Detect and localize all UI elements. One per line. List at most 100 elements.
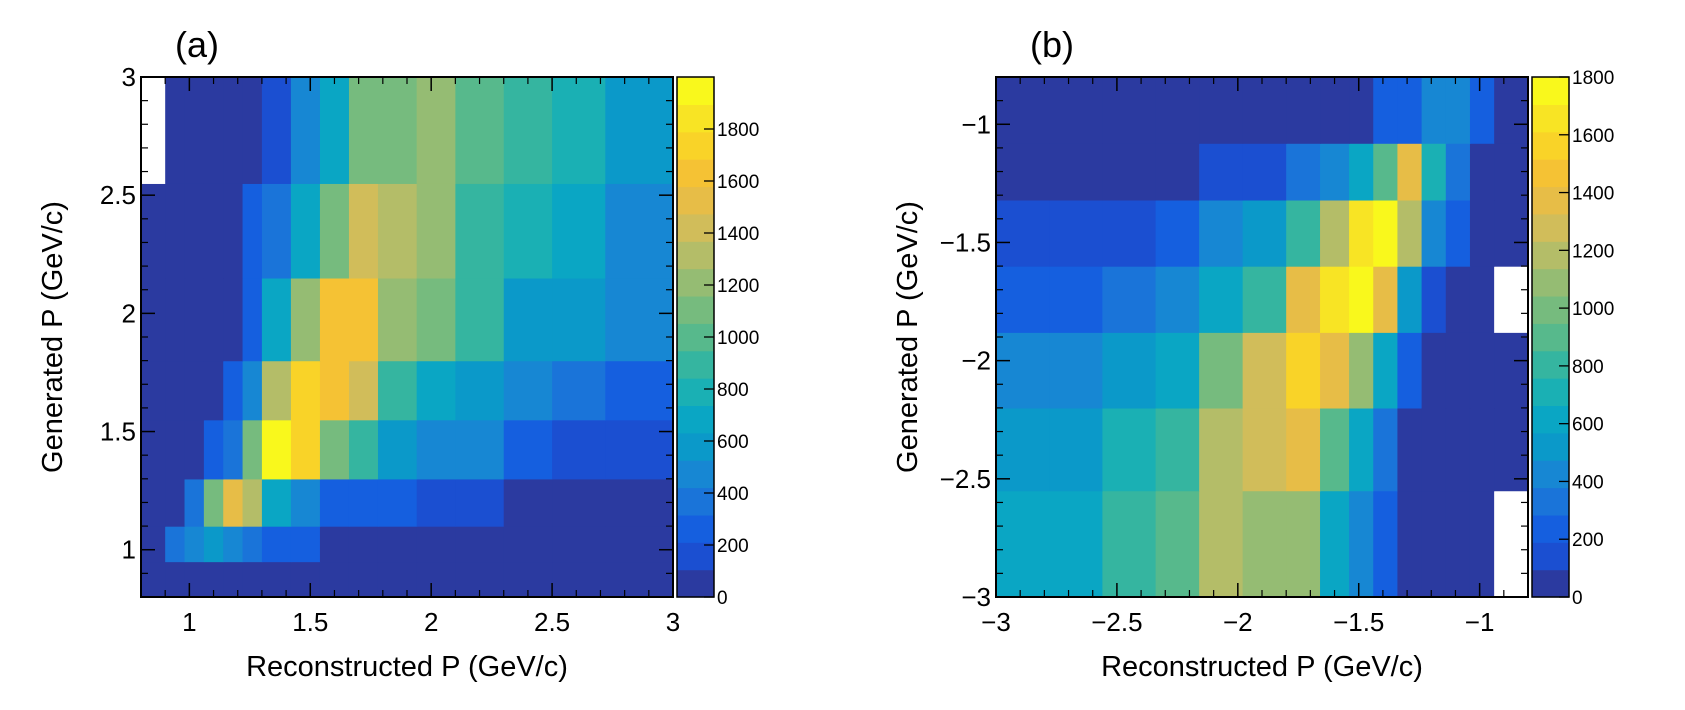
- panel-b-colorbar-ticks: 0 200 400 600 800 1000 1200 1400 1600 1800: [1559, 68, 1614, 609]
- panel-b-cell: [1397, 199, 1423, 267]
- panel-a-cell: [184, 183, 205, 279]
- panel-a-cell: [503, 183, 553, 279]
- panel-a-cell: [605, 561, 674, 598]
- panel-a-cell: [348, 277, 379, 362]
- panel-b-cell: [1049, 77, 1103, 144]
- panel-b-cell: [1494, 266, 1529, 333]
- panel-b-cell: [1373, 332, 1399, 409]
- panel-b-cell: [1049, 332, 1103, 409]
- panel-b-cell: [1155, 490, 1200, 598]
- panel-a-cell: [377, 183, 418, 279]
- panel-a-cell: [141, 419, 166, 480]
- panel-a-cell: [290, 277, 321, 362]
- panel-a-cell: [242, 277, 263, 362]
- panel-a-cell: [455, 183, 505, 279]
- panel-a-cell: [223, 526, 244, 563]
- panel-a-cell: [552, 360, 606, 421]
- panel-a-colorbar-band: [677, 378, 714, 407]
- panel-a-cell: [261, 360, 292, 421]
- panel-b-cell: [1049, 266, 1103, 333]
- panel-b-cell: [1397, 143, 1423, 201]
- panel-a-cell: [377, 478, 418, 527]
- panel-b-colorbar-band: [1532, 131, 1569, 160]
- panel-a-cell: [319, 183, 350, 279]
- panel-a-cell: [319, 478, 350, 527]
- panel-b-cell: [1155, 266, 1200, 333]
- panel-a-cell: [319, 419, 350, 480]
- panel-a-cell: [261, 277, 292, 362]
- panel-b-cell: [1199, 266, 1244, 333]
- panel-a-cell: [605, 526, 674, 563]
- panel-a-cell: [416, 561, 456, 598]
- panel-a-cell: [348, 77, 379, 184]
- panel-b-cell: [1373, 77, 1399, 144]
- panel-b-cell: [1102, 407, 1157, 492]
- panel-b-cell: [1155, 407, 1200, 492]
- panel-a-y-tick-label: 2.5: [100, 180, 136, 210]
- panel-a-cell: [290, 478, 321, 527]
- panel-b-colorbar-band: [1532, 323, 1569, 352]
- panel-a-cell: [203, 419, 224, 480]
- panel-a-colorbar-label: 1800: [717, 120, 759, 141]
- panel-b-cell: [1102, 199, 1157, 267]
- panel-b-cell: [1421, 77, 1447, 144]
- panel-b-colorbar: [1532, 77, 1569, 598]
- panel-b-colorbar-band: [1532, 104, 1569, 133]
- panel-b-cell: [1494, 199, 1529, 267]
- panel-b-cell: [1102, 77, 1157, 144]
- panel-a-ticks: [140, 76, 674, 598]
- panel-a-cell: [223, 183, 244, 279]
- panel-a-cell: [203, 478, 224, 527]
- panel-b-y-tick-label: −2.5: [940, 464, 991, 494]
- panel-a-cell: [552, 277, 606, 362]
- panel-a-cell: [552, 478, 606, 527]
- panel-b-cell: [996, 266, 1050, 333]
- panel-a-x-tick-label: 1: [182, 607, 196, 637]
- panel-b-cell: [1155, 77, 1200, 144]
- panel-a-cell: [141, 526, 166, 563]
- panel-a-cell: [416, 183, 456, 279]
- panel-b-y-tick-label: −2: [961, 346, 991, 376]
- panel-b-cell: [1397, 77, 1423, 144]
- panel-a-cell: [242, 561, 263, 598]
- panel-a-cell: [290, 561, 321, 598]
- panel-b-x-axis-title: Reconstructed P (GeV/c): [1101, 651, 1423, 683]
- panel-b-cell: [1049, 199, 1103, 267]
- panel-a-cell: [141, 77, 166, 184]
- panel-b-cell: [1494, 407, 1529, 492]
- panel-b-cell: [1242, 407, 1287, 492]
- panel-b-colorbar-label: 800: [1572, 357, 1604, 378]
- panel-a-cell: [242, 360, 263, 421]
- panel-a-cell: [348, 419, 379, 480]
- panel-a-cell: [455, 360, 505, 421]
- panel-a-cell: [455, 77, 505, 184]
- panel-a-colorbar-band: [677, 131, 714, 160]
- panel-b-colorbar-band: [1532, 432, 1569, 461]
- panel-a-colorbar-band: [677, 159, 714, 188]
- panel-a-y-axis-title: Generated P (GeV/c): [37, 201, 69, 473]
- panel-b-cell: [1373, 143, 1399, 201]
- panel-a-colorbar-band: [677, 514, 714, 543]
- panel-a-cell: [141, 277, 166, 362]
- panel-b-cell: [1199, 407, 1244, 492]
- panel-a-cell: [503, 478, 553, 527]
- panel-a-cell: [416, 526, 456, 563]
- panel-b-cell: [1421, 266, 1447, 333]
- panel-b-cell: [1199, 143, 1244, 201]
- panel-b-colorbar-band: [1532, 186, 1569, 215]
- panel-a-colorbar: [677, 77, 714, 598]
- panel-b-cell: [1421, 332, 1447, 409]
- panel-a-cell: [165, 478, 186, 527]
- panel-a-colorbar-ticks: 0 200 400 600 800 1000 1200 1400 1600 1800: [704, 120, 759, 609]
- panel-b-colorbar-band: [1532, 542, 1569, 571]
- panel-a-colorbar-band: [677, 213, 714, 242]
- panel-b-cell: [1445, 490, 1471, 598]
- panel-a-cell: [377, 360, 418, 421]
- panel-b-cell: [1242, 199, 1287, 267]
- panel-a-cell: [605, 478, 674, 527]
- panel-a-cell: [223, 478, 244, 527]
- panel-b-y-tick-label: −3: [961, 582, 991, 612]
- panel-a-cell: [605, 183, 674, 279]
- panel-b-cell: [1102, 490, 1157, 598]
- panel-b-cell: [1421, 199, 1447, 267]
